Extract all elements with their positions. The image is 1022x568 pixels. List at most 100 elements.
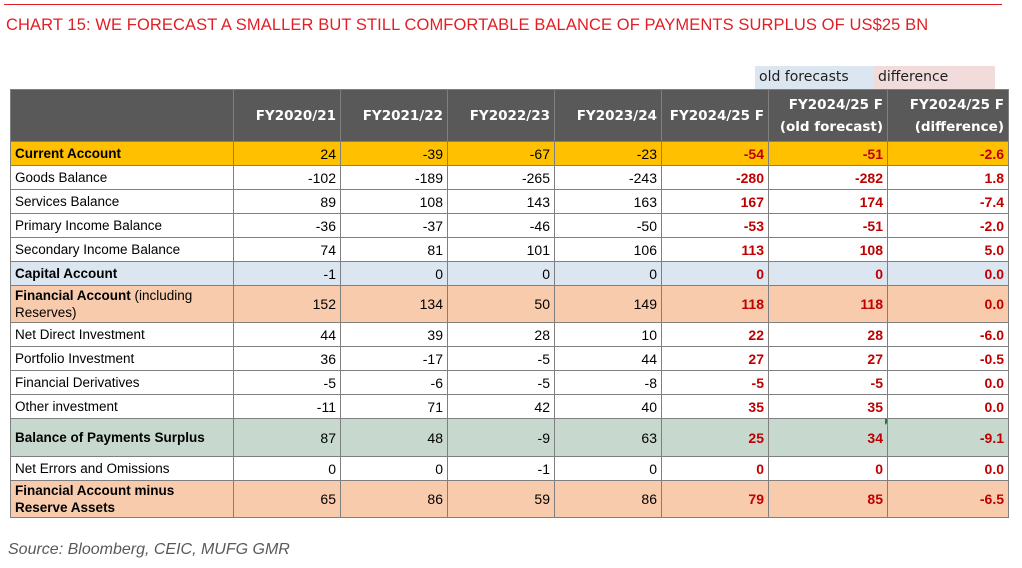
- difference-cell: 1.8: [887, 165, 1009, 190]
- cell: -243: [554, 165, 662, 190]
- cell: 63: [554, 418, 662, 457]
- cell: 28: [447, 322, 555, 347]
- difference-tag: difference: [874, 66, 995, 89]
- cell: 65: [233, 480, 341, 518]
- cell: 71: [340, 394, 448, 419]
- row-label: Current Account: [10, 141, 234, 166]
- row-label: Other investment: [10, 394, 234, 419]
- difference-cell: 5.0: [887, 237, 1009, 262]
- forecast-cell: 79: [661, 480, 769, 518]
- cell: -265: [447, 165, 555, 190]
- difference-cell: -2.0: [887, 213, 1009, 238]
- cell: 0: [340, 261, 448, 286]
- cell: -39: [340, 141, 448, 166]
- row-label: Financial Account minus Reserve Assets: [10, 480, 234, 518]
- cell: 108: [340, 189, 448, 214]
- cell: 24: [233, 141, 341, 166]
- cell: 106: [554, 237, 662, 262]
- row-label: Primary Income Balance: [10, 213, 234, 238]
- cell: 59: [447, 480, 555, 518]
- cell: 0: [447, 261, 555, 286]
- forecast-cell: 25: [661, 418, 769, 457]
- header-difference-line2: (difference): [914, 118, 1004, 135]
- cell: -67: [447, 141, 555, 166]
- difference-cell: -9.1: [887, 418, 1009, 457]
- forecast-cell: 113: [661, 237, 769, 262]
- difference-cell: 0.0: [887, 285, 1009, 323]
- cell: -36: [233, 213, 341, 238]
- old-forecast-cell: 174: [768, 189, 888, 214]
- table-row: Goods Balance -102 -189 -265 -243 -280 -…: [10, 165, 1009, 190]
- balance-of-payments-table: FY2020/21 FY2021/22 FY2022/23 FY2023/24 …: [10, 89, 1009, 518]
- row-label: Balance of Payments Surplus: [10, 418, 234, 457]
- cell: -23: [554, 141, 662, 166]
- old-forecast-cell: 28: [768, 322, 888, 347]
- forecast-cell: 118: [661, 285, 769, 323]
- cell: 0: [340, 456, 448, 481]
- cell: 48: [340, 418, 448, 457]
- old-forecast-cell: 27: [768, 346, 888, 371]
- old-forecast-cell: 34: [768, 418, 888, 457]
- old-forecast-cell: -51: [768, 141, 888, 166]
- cell: -5: [233, 370, 341, 395]
- top-rule: [4, 4, 1002, 5]
- old-forecast-cell: 0: [768, 456, 888, 481]
- difference-cell: -6.0: [887, 322, 1009, 347]
- difference-cell: -0.5: [887, 346, 1009, 371]
- cell: -9: [447, 418, 555, 457]
- header-old-forecast-line1: FY2024/25 F: [788, 96, 883, 113]
- cell: 0: [233, 456, 341, 481]
- row-label-main: Financial Account: [15, 288, 131, 303]
- cell: 101: [447, 237, 555, 262]
- forecast-cell: 27: [661, 346, 769, 371]
- table-row: Financial Derivatives -5 -6 -5 -8 -5 -5 …: [10, 370, 1009, 395]
- cell: -17: [340, 346, 448, 371]
- chart-title: CHART 15: WE FORECAST A SMALLER BUT STIL…: [6, 16, 929, 34]
- cell: 86: [340, 480, 448, 518]
- header-fy2022-23: FY2022/23: [447, 89, 555, 142]
- table-row: Portfolio Investment 36 -17 -5 44 27 27 …: [10, 346, 1009, 371]
- cell: 10: [554, 322, 662, 347]
- cell: 134: [340, 285, 448, 323]
- row-label: Portfolio Investment: [10, 346, 234, 371]
- table-row: Primary Income Balance -36 -37 -46 -50 -…: [10, 213, 1009, 238]
- cell: -8: [554, 370, 662, 395]
- table-row: Financial Account (including Reserves) 1…: [10, 285, 1009, 323]
- cell: 44: [233, 322, 341, 347]
- cell: 81: [340, 237, 448, 262]
- difference-cell: -6.5: [887, 480, 1009, 518]
- cell: 50: [447, 285, 555, 323]
- header-label-cell: [10, 89, 234, 142]
- row-label: Net Direct Investment: [10, 322, 234, 347]
- header-fy2020-21: FY2020/21: [233, 89, 341, 142]
- header-fy2024-25-forecast: FY2024/25 F: [661, 89, 769, 142]
- header-difference-line1: FY2024/25 F: [909, 96, 1004, 113]
- table-row: Other investment -11 71 42 40 35 35 0.0: [10, 394, 1009, 419]
- cell: 163: [554, 189, 662, 214]
- cell: -11: [233, 394, 341, 419]
- table-row: Balance of Payments Surplus 87 48 -9 63 …: [10, 418, 1009, 457]
- cell: -1: [447, 456, 555, 481]
- forecast-cell: -54: [661, 141, 769, 166]
- row-label: Services Balance: [10, 189, 234, 214]
- difference-cell: 0.0: [887, 261, 1009, 286]
- row-label-suffix: (including Reserves): [15, 288, 193, 320]
- forecast-cell: 0: [661, 261, 769, 286]
- cell: 42: [447, 394, 555, 419]
- forecast-cell: 0: [661, 456, 769, 481]
- cell: 143: [447, 189, 555, 214]
- cell: 0: [554, 456, 662, 481]
- header-fy2023-24: FY2023/24: [554, 89, 662, 142]
- forecast-cell: -5: [661, 370, 769, 395]
- header-difference: FY2024/25 F (difference): [887, 89, 1009, 142]
- header-fy2021-22: FY2021/22: [340, 89, 448, 142]
- old-forecast-cell: 85: [768, 480, 888, 518]
- forecast-cell: 167: [661, 189, 769, 214]
- row-label: Financial Derivatives: [10, 370, 234, 395]
- cell: 39: [340, 322, 448, 347]
- table-row: Current Account 24 -39 -67 -23 -54 -51 -…: [10, 141, 1009, 166]
- forecast-cell: 35: [661, 394, 769, 419]
- cell: 89: [233, 189, 341, 214]
- cell: -46: [447, 213, 555, 238]
- table-row: Services Balance 89 108 143 163 167 174 …: [10, 189, 1009, 214]
